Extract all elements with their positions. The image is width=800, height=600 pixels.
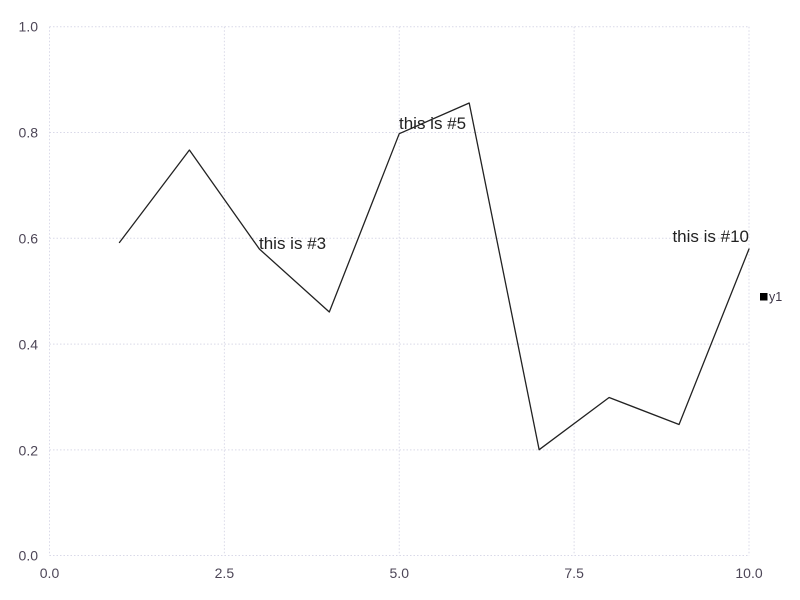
- svg-text:y1: y1: [769, 290, 782, 304]
- svg-text:5.0: 5.0: [390, 565, 410, 581]
- svg-text:0.2: 0.2: [19, 443, 39, 459]
- svg-text:7.5: 7.5: [564, 565, 584, 581]
- svg-text:0.6: 0.6: [19, 231, 39, 247]
- svg-text:2.5: 2.5: [215, 565, 235, 581]
- svg-text:0.0: 0.0: [19, 548, 39, 564]
- svg-text:this is #5: this is #5: [399, 114, 466, 133]
- svg-text:0.8: 0.8: [19, 125, 39, 141]
- svg-text:10.0: 10.0: [735, 565, 762, 581]
- svg-text:this is #10: this is #10: [672, 227, 749, 246]
- svg-text:0.4: 0.4: [19, 337, 39, 353]
- svg-text:0.0: 0.0: [40, 565, 60, 581]
- svg-text:this is #3: this is #3: [259, 234, 326, 253]
- svg-text:1.0: 1.0: [19, 19, 39, 35]
